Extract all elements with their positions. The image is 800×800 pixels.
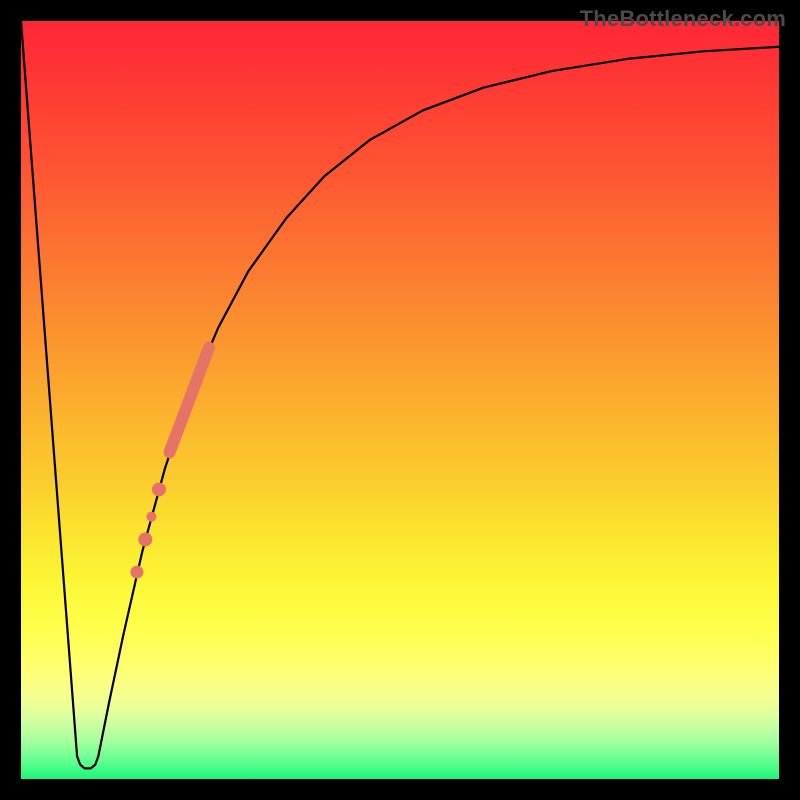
marker-dot — [146, 512, 156, 522]
marker-dot — [138, 532, 152, 546]
watermark-text: TheBottleneck.com — [580, 6, 786, 32]
marker-dot — [130, 566, 143, 579]
marker-dot — [152, 482, 166, 496]
plot-background — [21, 21, 779, 779]
chart-container: { "watermark": { "text": "TheBottleneck.… — [0, 0, 800, 800]
bottleneck-chart — [0, 0, 800, 800]
